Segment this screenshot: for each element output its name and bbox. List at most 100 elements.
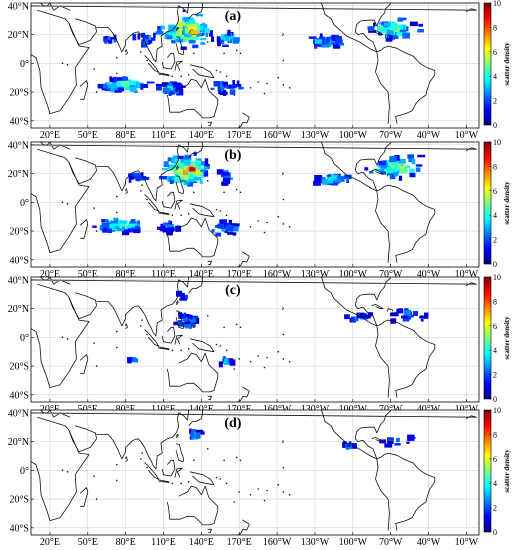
coastline-segment bbox=[188, 410, 203, 427]
coastline-segment bbox=[189, 338, 215, 353]
x-tick-label: 70°W bbox=[379, 130, 403, 141]
colorbar-tick-label: 0 bbox=[493, 528, 497, 537]
density-cell bbox=[420, 318, 424, 322]
density-cell bbox=[143, 177, 150, 180]
island-mark bbox=[235, 456, 238, 459]
colorbar bbox=[483, 141, 492, 265]
density-cell bbox=[308, 36, 317, 39]
density-cell bbox=[228, 172, 231, 178]
density-cell bbox=[220, 86, 225, 92]
x-tick-label: 100°W bbox=[339, 130, 368, 141]
density-cell bbox=[191, 35, 195, 40]
density-cell bbox=[387, 160, 391, 163]
island-mark bbox=[238, 358, 240, 360]
density-cell bbox=[167, 227, 175, 232]
density-cell bbox=[180, 179, 187, 183]
density-cell bbox=[140, 83, 144, 90]
coastline-segment bbox=[237, 519, 250, 535]
density-cell bbox=[191, 162, 195, 168]
x-tick-label: 110°E bbox=[151, 130, 176, 141]
island-mark bbox=[288, 87, 291, 89]
map-area bbox=[31, 3, 479, 128]
island-mark bbox=[187, 481, 190, 483]
island-mark bbox=[249, 361, 252, 363]
density-cell bbox=[196, 33, 202, 37]
density-cell bbox=[180, 295, 185, 299]
panel-d: 40°N 20°N 0° 20°S 40°S 20°E 50°E 80°E 110°E 140°E… bbox=[8, 406, 511, 548]
island-mark bbox=[235, 323, 238, 326]
y-tick-label: 0° bbox=[20, 59, 29, 70]
colorbar-tick-label: 10 bbox=[493, 273, 501, 282]
density-cell bbox=[191, 433, 199, 440]
density-cell bbox=[228, 219, 232, 225]
coastline-segment bbox=[387, 34, 393, 38]
density-cell bbox=[400, 17, 407, 21]
density-cell bbox=[193, 177, 201, 181]
density-cell bbox=[136, 82, 144, 89]
coastline-segment bbox=[207, 528, 212, 534]
density-cell bbox=[109, 77, 114, 83]
density-cell bbox=[175, 36, 180, 40]
density-cell bbox=[418, 23, 423, 27]
density-cell bbox=[173, 82, 182, 86]
density-cell bbox=[184, 321, 190, 325]
density-cell bbox=[331, 34, 336, 42]
island-mark bbox=[288, 494, 291, 496]
density-cell bbox=[319, 33, 323, 39]
density-cell bbox=[168, 220, 171, 224]
island-mark bbox=[95, 498, 98, 500]
coastline-segment bbox=[96, 3, 190, 63]
density-cell bbox=[177, 162, 185, 170]
density-cell bbox=[129, 175, 135, 180]
y-tick-label: 20°N bbox=[8, 304, 29, 315]
density-cell bbox=[229, 359, 236, 366]
colorbar-tick-label: 0 bbox=[493, 260, 497, 269]
island-mark bbox=[219, 345, 222, 347]
coastline-segment bbox=[175, 36, 185, 56]
island-mark bbox=[233, 94, 235, 96]
island-mark bbox=[282, 466, 285, 469]
density-cell bbox=[109, 224, 116, 229]
density-cell bbox=[155, 31, 164, 35]
island-mark bbox=[288, 361, 291, 363]
density-cell bbox=[417, 154, 426, 158]
island-mark bbox=[277, 215, 280, 218]
x-tick-label: 160°W bbox=[263, 404, 292, 415]
density-cell bbox=[408, 315, 414, 318]
coastline-segment bbox=[207, 260, 212, 266]
density-cell bbox=[186, 181, 190, 185]
density-cell bbox=[146, 37, 153, 44]
coastline-segment bbox=[174, 199, 183, 210]
island-mark bbox=[257, 488, 260, 490]
island-mark bbox=[116, 463, 118, 466]
density-cell bbox=[380, 171, 386, 175]
coastline-segment bbox=[387, 441, 393, 445]
coastline-segment bbox=[31, 148, 90, 253]
colorbar-label: scatter density bbox=[503, 42, 511, 86]
island-mark bbox=[249, 87, 252, 89]
density-cell bbox=[130, 219, 136, 226]
density-cell bbox=[146, 81, 155, 84]
density-cell bbox=[400, 169, 408, 174]
colorbar-tick-label: 4 bbox=[493, 479, 497, 488]
density-cell bbox=[335, 36, 342, 40]
density-cell bbox=[168, 177, 172, 182]
panel-label: (d) bbox=[224, 416, 241, 431]
density-cell bbox=[390, 312, 398, 317]
island-mark bbox=[140, 190, 142, 192]
coastline-segment bbox=[371, 436, 384, 442]
density-cell bbox=[318, 177, 323, 184]
density-cell bbox=[174, 176, 180, 182]
colorbar-tick-label: 0 bbox=[493, 395, 497, 404]
island-mark bbox=[206, 41, 209, 43]
island-mark bbox=[95, 91, 98, 93]
island-mark bbox=[66, 471, 69, 473]
density-cell bbox=[204, 164, 210, 167]
x-tick-label: 80°E bbox=[116, 130, 136, 141]
island-mark bbox=[238, 223, 240, 225]
x-tick-label: 110°E bbox=[151, 537, 176, 548]
density-cells bbox=[126, 290, 429, 368]
island-mark bbox=[61, 201, 64, 204]
island-mark bbox=[233, 368, 235, 370]
density-cell bbox=[231, 223, 240, 227]
